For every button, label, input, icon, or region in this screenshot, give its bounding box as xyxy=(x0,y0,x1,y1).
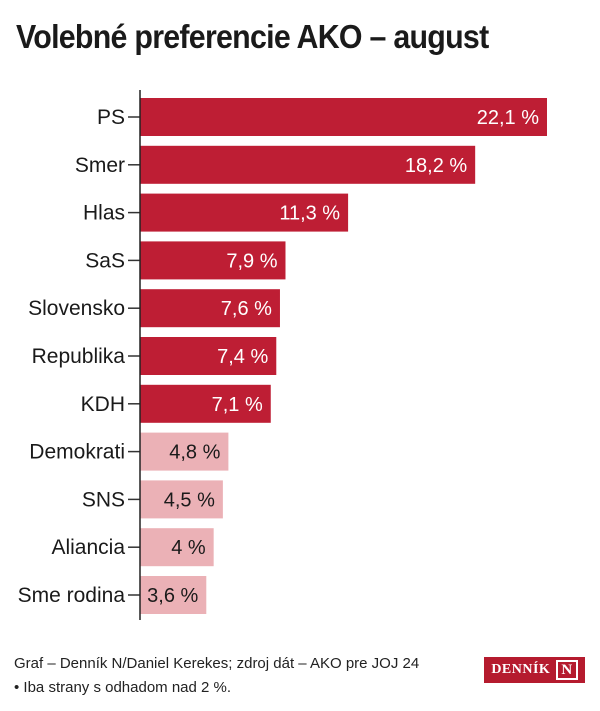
value-label: 3,6 % xyxy=(147,585,198,607)
bar xyxy=(140,337,277,375)
dennik-n-logo: DENNÍK N xyxy=(484,657,585,683)
bar xyxy=(140,432,229,471)
value-label: 22,1 % xyxy=(477,107,539,129)
value-label: 18,2 % xyxy=(405,155,467,177)
bar xyxy=(140,528,214,567)
bar xyxy=(140,480,223,519)
value-label: 7,6 % xyxy=(221,298,272,320)
category-label: Slovensko xyxy=(28,297,125,320)
category-label: SaS xyxy=(85,249,125,272)
value-label: 11,3 % xyxy=(279,203,340,225)
bar xyxy=(140,289,280,328)
bar xyxy=(140,193,349,232)
chart-title: Volebné preferencie AKO – august xyxy=(16,18,489,55)
value-label: 7,1 % xyxy=(212,394,263,416)
bar xyxy=(140,98,547,136)
bar xyxy=(140,145,476,184)
value-label: 4 % xyxy=(171,537,206,559)
category-label: KDH xyxy=(81,393,125,416)
source-note: Graf – Denník N/Daniel Kerekes; zdroj dá… xyxy=(14,655,420,672)
value-label: 7,4 % xyxy=(217,346,268,368)
value-label: 4,8 % xyxy=(169,442,220,464)
category-label: Smer xyxy=(75,154,125,177)
value-label: 4,5 % xyxy=(164,489,215,511)
category-label: Aliancia xyxy=(51,536,125,559)
bar xyxy=(140,241,286,280)
bar xyxy=(140,576,207,614)
value-label: 7,9 % xyxy=(226,250,277,272)
threshold-note: • Iba strany s odhadom nad 2 %. xyxy=(14,679,232,696)
bar-chart: PS 22,1 % Smer 18,2 % Hlas 11,3 % SaS 7,9 % Slov… xyxy=(18,90,547,620)
category-label: Hlas xyxy=(83,202,125,225)
category-label: Republika xyxy=(32,345,126,368)
category-label: SNS xyxy=(82,488,125,511)
category-label: Demokrati xyxy=(29,441,125,464)
category-label: Sme rodina xyxy=(18,584,126,607)
bar xyxy=(140,384,271,423)
category-label: PS xyxy=(97,106,125,129)
